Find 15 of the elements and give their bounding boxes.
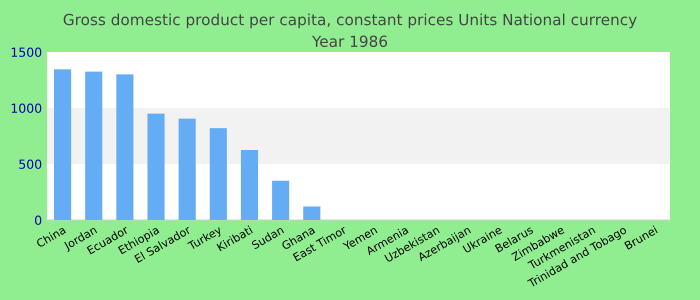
bar <box>303 206 320 220</box>
y-tick-label: 0 <box>35 215 42 225</box>
y-tick-label: 500 <box>19 159 42 169</box>
bar <box>240 150 258 220</box>
bar <box>178 118 196 220</box>
bar <box>210 128 227 220</box>
y-tick-label: 1500 <box>12 47 42 57</box>
x-tick-label: China <box>36 225 66 248</box>
bar <box>54 69 72 220</box>
bar <box>147 114 165 220</box>
bar <box>85 72 102 220</box>
y-tick-label: 1000 <box>12 103 42 113</box>
bar <box>116 74 134 220</box>
bar <box>272 180 290 220</box>
chart-title: Gross domestic product per capita, constant prices Units National currency Year 1986 <box>64 14 637 48</box>
